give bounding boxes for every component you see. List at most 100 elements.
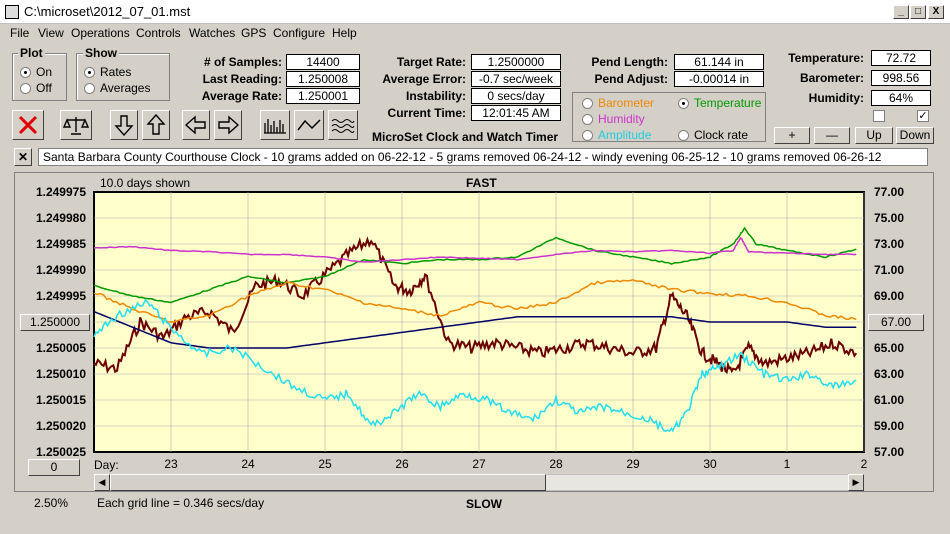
last-reading-label: Last Reading: — [202, 72, 282, 86]
x-tick-label: 24 — [241, 457, 255, 471]
target-rate-value[interactable]: 1.2500000 — [471, 54, 561, 70]
target-rate-label: Target Rate: — [396, 55, 466, 69]
menu-file[interactable]: File — [10, 26, 30, 40]
wave-view-button[interactable] — [328, 110, 358, 140]
option-checkbox-1[interactable] — [873, 110, 885, 122]
notes-field[interactable]: Santa Barbara County Courthouse Clock - … — [38, 148, 928, 166]
series-line-barometer — [93, 279, 857, 323]
clear-button[interactable] — [12, 110, 44, 140]
arrow-left-button[interactable] — [182, 110, 210, 140]
arrow-up-icon — [146, 114, 166, 135]
series-line-rate — [93, 236, 858, 375]
x-tick-label: 27 — [472, 457, 486, 471]
axis-minus-button[interactable]: — — [814, 127, 850, 144]
y-right-tick-label: 73.00 — [874, 237, 904, 251]
show-group-title: Show — [83, 46, 119, 60]
y-left-tick-label: 1.250015 — [36, 393, 86, 407]
temperature-radio[interactable]: Temperature — [678, 96, 761, 110]
close-button[interactable]: X — [928, 5, 944, 19]
humidity-radio[interactable]: Humidity — [582, 112, 645, 126]
instability-label: Instability: — [405, 89, 466, 103]
show-group — [76, 53, 170, 101]
title-bar — [0, 0, 950, 24]
clock-rate-radio[interactable]: Clock rate — [678, 128, 748, 142]
y-left-tick-label: 1.250020 — [36, 419, 86, 433]
red-x-icon — [18, 115, 38, 135]
pend-length-value[interactable]: 61.144 in — [674, 54, 764, 70]
arrow-down-icon — [114, 115, 134, 136]
show-rates-radio[interactable]: Rates — [84, 65, 131, 79]
temperature-value: 72.72 — [871, 50, 931, 66]
menu-configure[interactable]: Configure — [273, 26, 326, 40]
samples-label: # of Samples: — [203, 55, 282, 69]
y-left-tick-label: 1.249990 — [36, 263, 86, 277]
close-notes-button[interactable]: ✕ — [14, 148, 32, 166]
scroll-right-button[interactable]: ▶ — [848, 474, 864, 491]
current-time-label: Current Time: — [387, 106, 466, 120]
bars-view-button[interactable] — [260, 110, 290, 140]
scroll-left-button[interactable]: ◀ — [94, 474, 110, 491]
arrow-right-icon — [218, 115, 239, 135]
maximize-button[interactable]: □ — [910, 5, 926, 19]
left-value-button[interactable]: 1.250000 — [20, 314, 90, 331]
window-title: C:\microset\2012_07_01.mst — [24, 4, 191, 19]
zero-button[interactable]: 0 — [28, 459, 80, 476]
arrow-up-button[interactable] — [142, 110, 170, 140]
app-title-label: MicroSet Clock and Watch Timer — [372, 130, 559, 144]
axis-plus-button[interactable]: + — [774, 127, 810, 144]
option-checkbox-2[interactable]: ✓ — [917, 110, 929, 122]
balance-button[interactable] — [60, 110, 92, 140]
show-averages-radio[interactable]: Averages — [84, 81, 150, 95]
samples-value: 14400 — [286, 54, 360, 70]
y-right-tick-label: 69.00 — [874, 289, 904, 303]
grid-line-label: Each grid line = 0.346 secs/day — [97, 496, 265, 510]
instability-value: 0 secs/day — [471, 88, 561, 104]
axis-up-button[interactable]: Up — [855, 127, 893, 144]
plot-on-radio[interactable]: On — [20, 65, 52, 79]
barometer-radio[interactable]: Barometer — [582, 96, 654, 110]
menu-help[interactable]: Help — [332, 26, 357, 40]
plot-off-radio[interactable]: Off — [20, 81, 52, 95]
menu-gps[interactable]: GPS — [241, 26, 267, 40]
x-tick-label: 1 — [784, 457, 791, 471]
average-rate-value: 1.250001 — [286, 88, 360, 104]
percent-label: 2.50% — [34, 496, 69, 510]
humidity-label: Humidity: — [808, 91, 864, 105]
scroll-thumb[interactable] — [110, 474, 546, 491]
right-value-button[interactable]: 67.00 — [868, 314, 924, 331]
pend-adjust-value: -0.00014 in — [674, 71, 764, 87]
menu-operations[interactable]: Operations — [71, 26, 130, 40]
fast-label: FAST — [466, 176, 497, 190]
arrow-right-button[interactable] — [214, 110, 242, 140]
minimize-button[interactable]: _ — [893, 5, 909, 19]
series-line-humidity — [93, 236, 857, 263]
y-right-tick-label: 61.00 — [874, 393, 904, 407]
series-line-temperature — [93, 226, 857, 304]
bar-graph-icon — [264, 119, 286, 134]
line-view-button[interactable] — [294, 110, 324, 140]
barometer-value: 998.56 — [871, 70, 931, 86]
x-tick-label: 23 — [164, 457, 178, 471]
menu-watches[interactable]: Watches — [189, 26, 236, 40]
arrow-down-button[interactable] — [110, 110, 138, 140]
series-line-average — [93, 310, 857, 349]
current-time-value: 12:01:45 AM — [471, 105, 561, 121]
menu-controls[interactable]: Controls — [136, 26, 181, 40]
sensor-select-group — [572, 92, 766, 142]
temperature-label: Temperature: — [788, 51, 864, 65]
axis-down-button[interactable]: Down — [896, 127, 934, 144]
line-graph-icon — [297, 119, 321, 131]
series-lines — [93, 226, 858, 433]
axis-ticks: 1.249975 1.249980 1.249985 1.249990 1.249995… — [36, 185, 904, 471]
y-right-tick-label: 63.00 — [874, 367, 904, 381]
y-left-tick-label: 1.250025 — [36, 445, 86, 459]
average-error-value: -0.7 sec/week — [471, 71, 561, 87]
amplitude-radio[interactable]: Amplitude — [582, 128, 651, 142]
menu-bar: File View Operations Controls Watches GP… — [0, 24, 950, 42]
pend-adjust-label: Pend Adjust: — [594, 72, 668, 86]
x-tick-label: 28 — [549, 457, 563, 471]
y-right-tick-label: 59.00 — [874, 419, 904, 433]
days-shown-label: 10.0 days shown — [100, 176, 191, 190]
menu-view[interactable]: View — [38, 26, 64, 40]
barometer-label: Barometer: — [799, 71, 864, 85]
